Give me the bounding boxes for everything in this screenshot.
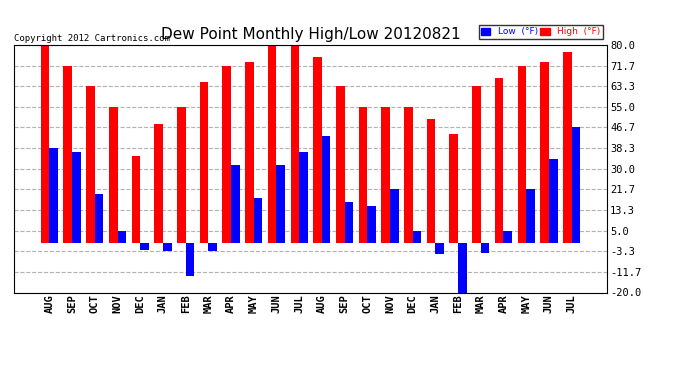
Legend: Low  (°F), High  (°F): Low (°F), High (°F) (479, 25, 602, 39)
Bar (540, 62, 549, 243)
Bar (222, 66, 231, 243)
Bar (86, 86, 95, 243)
Bar (95, 194, 103, 243)
Bar (231, 165, 239, 243)
Bar (449, 134, 458, 243)
Bar (186, 243, 195, 276)
Bar (526, 189, 535, 243)
Bar (50, 148, 58, 243)
Bar (117, 231, 126, 243)
Bar (359, 107, 367, 243)
Bar (163, 243, 172, 251)
Bar (390, 189, 399, 243)
Bar (504, 231, 512, 243)
Bar (299, 152, 308, 243)
Bar (41, 45, 50, 243)
Text: Copyright 2012 Cartronics.com: Copyright 2012 Cartronics.com (14, 34, 170, 43)
Bar (72, 152, 81, 243)
Bar (435, 243, 444, 254)
Bar (109, 107, 117, 243)
Bar (322, 136, 331, 243)
Bar (254, 198, 262, 243)
Bar (367, 206, 376, 243)
Bar (199, 82, 208, 243)
Bar (549, 159, 558, 243)
Bar (571, 128, 580, 243)
Bar (313, 57, 322, 243)
Bar (290, 45, 299, 243)
Bar (458, 243, 466, 292)
Bar (177, 107, 186, 243)
Bar (132, 156, 140, 243)
Bar (268, 45, 277, 243)
Bar (63, 66, 72, 243)
Bar (426, 119, 435, 243)
Bar (277, 165, 285, 243)
Title: Dew Point Monthly High/Low 20120821: Dew Point Monthly High/Low 20120821 (161, 27, 460, 42)
Bar (495, 78, 504, 243)
Bar (413, 231, 422, 243)
Bar (404, 107, 413, 243)
Bar (382, 107, 390, 243)
Bar (481, 243, 489, 253)
Bar (472, 86, 481, 243)
Bar (140, 243, 149, 250)
Bar (208, 243, 217, 251)
Bar (344, 202, 353, 243)
Bar (336, 86, 344, 243)
Bar (245, 62, 254, 243)
Bar (518, 66, 526, 243)
Bar (155, 124, 163, 243)
Bar (563, 53, 571, 243)
